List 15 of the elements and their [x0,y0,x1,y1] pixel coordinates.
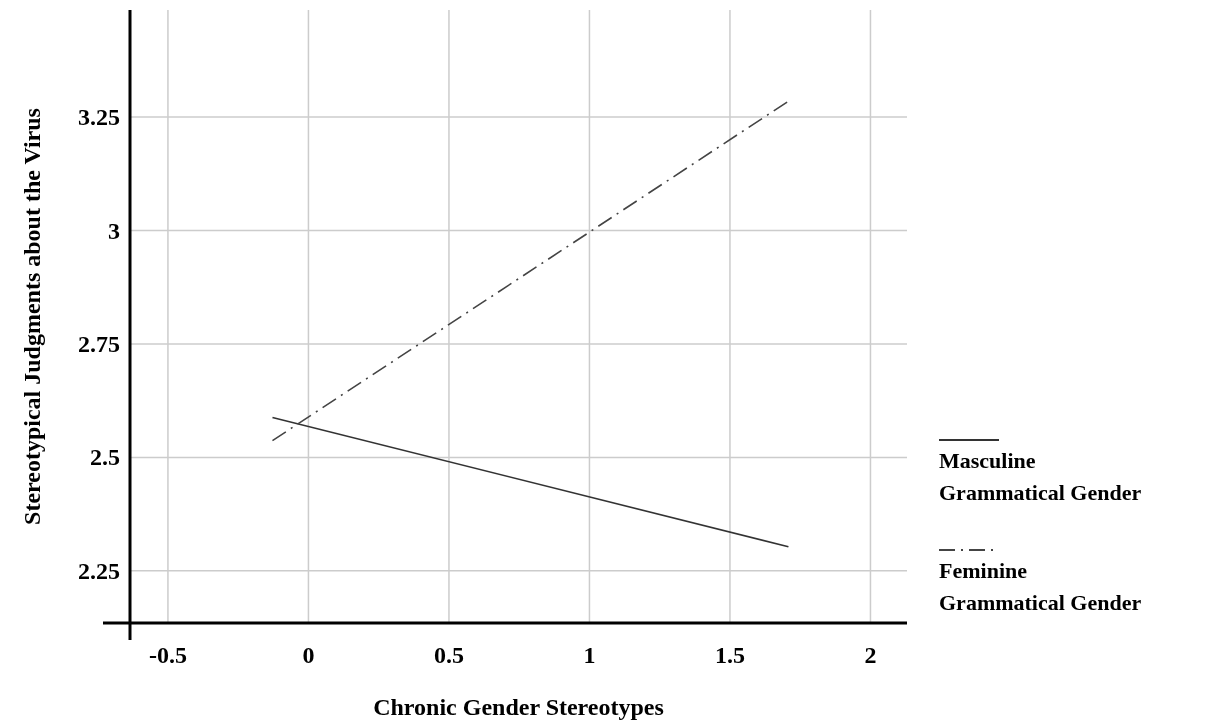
x-tick-label: 0 [302,642,315,668]
y-tick-label: 3.25 [78,104,120,131]
x-tick-label: 0.5 [433,642,464,668]
x-tick-label: -0.5 [148,642,187,668]
y-tick-label: 2.5 [90,444,120,471]
y-tick-label: 2.25 [78,557,120,584]
legend-label: Feminine Grammatical Gender [939,558,1142,615]
y-axis-title: Stereotypical Judgments about the Virus [19,108,45,525]
x-tick-label: 1.5 [714,642,745,668]
x-tick-label: 1 [583,642,596,668]
y-tick-label: 3 [108,217,120,244]
x-axis-title: Chronic Gender Stereotypes [373,694,664,720]
x-tick-label: 2 [864,642,877,668]
y-tick-label: 2.75 [78,330,120,357]
legend-label: Masculine Grammatical Gender [939,448,1142,505]
